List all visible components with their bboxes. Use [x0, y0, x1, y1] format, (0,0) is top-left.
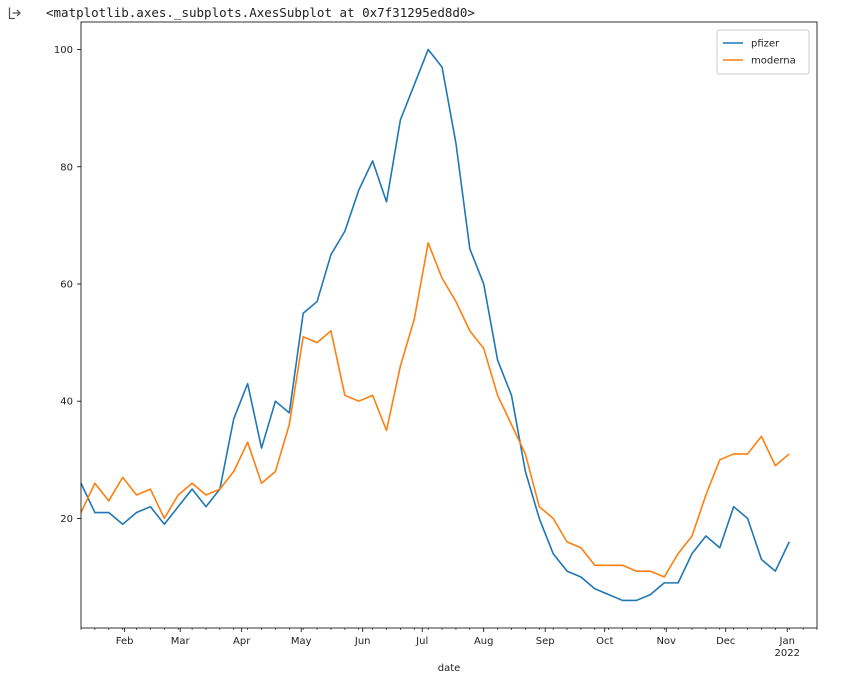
legend: pfizer moderna	[716, 29, 810, 75]
y-tick-label: 20	[60, 514, 73, 525]
series-layer	[80, 48, 790, 602]
x-tick-year-label: 2022	[775, 648, 800, 659]
x-tick-label: Nov	[656, 636, 676, 647]
legend-label-moderna: moderna	[751, 56, 796, 67]
y-tick-label: 100	[54, 45, 73, 56]
x-tick-label: Mar	[171, 636, 191, 647]
axes-frame	[80, 21, 818, 629]
x-tick-label: Jun	[354, 636, 371, 647]
y-axis: 20 40 60 80 100	[54, 45, 81, 525]
x-tick-label: Sep	[536, 636, 555, 647]
x-tick-label: Feb	[116, 636, 134, 647]
x-tick-label: Aug	[474, 636, 494, 647]
legend-box	[716, 29, 810, 75]
legend-label-pfizer: pfizer	[751, 39, 780, 50]
x-tick-label: Dec	[716, 636, 735, 647]
series-line-moderna	[80, 242, 790, 578]
y-tick-label: 40	[60, 397, 73, 408]
output-arrow-icon[interactable]	[8, 6, 22, 20]
x-tick-label: Jul	[415, 636, 428, 647]
series-line-pfizer	[80, 48, 790, 602]
y-tick-label: 80	[60, 162, 73, 173]
cell-output-repr: <matplotlib.axes._subplots.AxesSubplot a…	[46, 5, 475, 20]
x-tick-label: May	[291, 636, 312, 647]
y-tick-label: 60	[60, 279, 73, 290]
cell-output-header: <matplotlib.axes._subplots.AxesSubplot a…	[0, 0, 846, 26]
x-axis-label: date	[438, 663, 461, 674]
x-tick-label: Oct	[596, 636, 613, 647]
x-tick-label: Apr	[233, 636, 251, 647]
x-tick-label: Jan	[779, 636, 795, 647]
